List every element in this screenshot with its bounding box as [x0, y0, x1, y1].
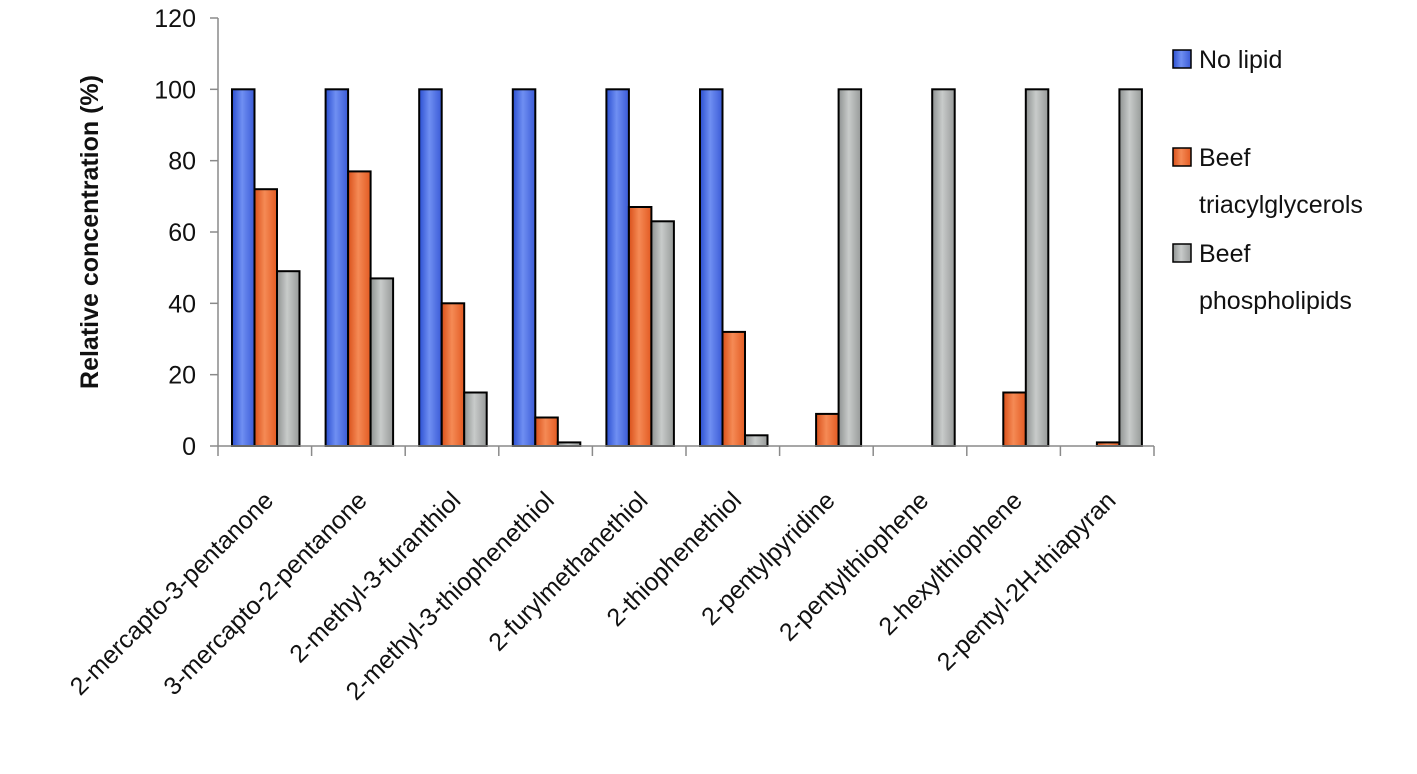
x-category-label: 2-pentyl-2H-thiapyran	[932, 486, 1122, 676]
legend-swatch-2	[1172, 147, 1192, 167]
legend-label-2: Beef	[1199, 144, 1250, 172]
y-tick-label: 40	[168, 290, 196, 318]
bar-1-5	[605, 88, 630, 448]
bar-1-1	[231, 88, 256, 448]
bar-1-2	[324, 88, 350, 448]
legend-swatch-3	[1172, 243, 1192, 263]
bar-3-7	[837, 88, 863, 448]
y-axis-title: Relative concentration (%)	[76, 75, 104, 389]
bar-3-6	[744, 434, 769, 447]
bar-2-9	[1002, 391, 1027, 447]
bar-1-6	[699, 88, 724, 448]
legend-swatch-1	[1172, 49, 1192, 69]
bar-1-3	[418, 88, 443, 448]
bar-2-3	[440, 302, 466, 447]
plot-area: 0204060801001202-mercapto-3-pentanone3-m…	[65, 5, 1155, 706]
bar-1-4	[511, 88, 537, 448]
legend-label-1: No lipid	[1199, 46, 1282, 74]
bar-3-9	[1024, 88, 1050, 448]
bar-2-1	[253, 188, 278, 447]
y-tick-label: 60	[168, 219, 196, 247]
y-tick-label: 120	[154, 5, 196, 33]
bar-2-2	[347, 170, 372, 447]
legend: No lipid Beef triacylglycerols Beef phosphol…	[1172, 46, 1363, 315]
x-category-label: 2-furylmethanethiol	[483, 486, 653, 656]
y-tick-label: 20	[168, 362, 196, 390]
legend-label-2: triacylglycerols	[1199, 191, 1363, 219]
bar-3-8	[931, 88, 956, 448]
bar-2-6	[721, 330, 746, 447]
x-category-label: 2-methyl-3-furanthiol	[284, 486, 466, 668]
bar-3-1	[276, 270, 301, 448]
y-tick-label: 0	[182, 433, 196, 461]
y-tick-label: 80	[168, 148, 196, 176]
bar-3-3	[463, 391, 488, 447]
bar-3-2	[369, 277, 395, 447]
bar-2-7	[815, 412, 840, 447]
bar-3-10	[1118, 88, 1143, 448]
legend-label-3: Beef	[1199, 240, 1250, 268]
legend-label-3: phospholipids	[1199, 287, 1352, 315]
bar-2-5	[627, 206, 653, 447]
bar-2-4	[534, 416, 559, 447]
y-tick-label: 100	[154, 76, 196, 104]
bar-3-5	[650, 220, 675, 447]
